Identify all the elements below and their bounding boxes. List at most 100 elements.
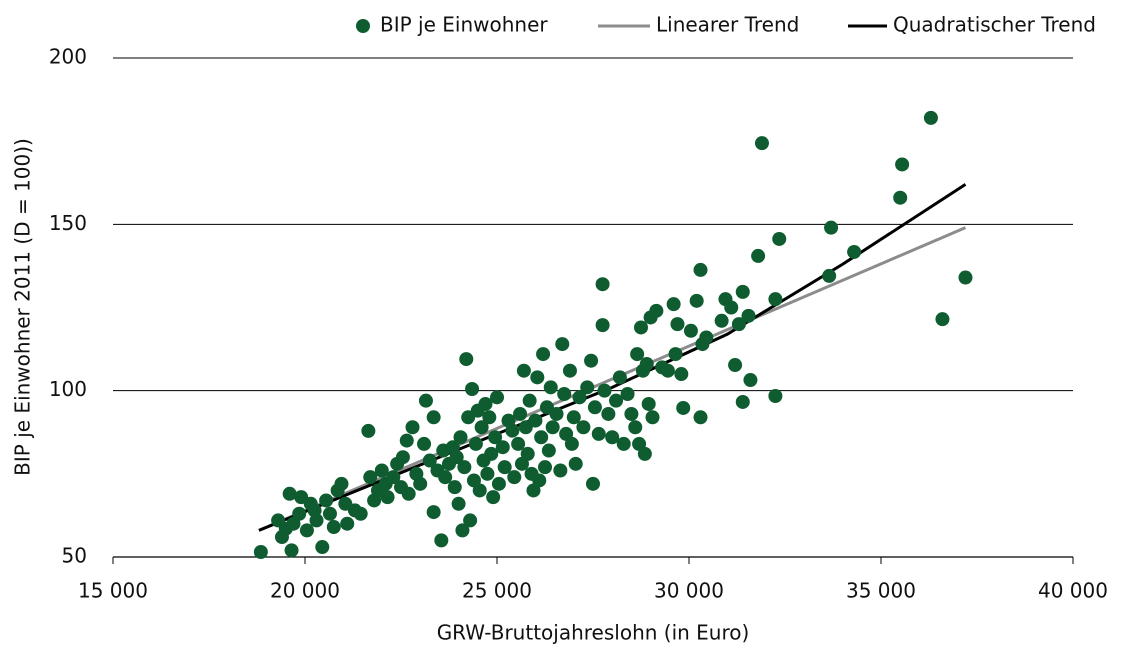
data-point <box>630 347 645 362</box>
data-point <box>893 190 908 205</box>
data-point <box>741 308 756 323</box>
data-point <box>326 520 341 535</box>
data-point <box>586 476 600 491</box>
data-point <box>438 470 453 485</box>
data-point <box>557 386 572 401</box>
data-point <box>292 506 307 521</box>
data-point <box>465 382 480 397</box>
data-point <box>735 394 750 409</box>
data-point <box>634 320 648 335</box>
data-point <box>649 303 664 318</box>
data-point <box>584 353 599 368</box>
data-point <box>545 420 560 435</box>
data-point <box>683 323 698 338</box>
data-point <box>488 430 503 445</box>
data-point <box>484 446 499 461</box>
data-point <box>624 406 639 421</box>
data-point <box>597 383 612 398</box>
data-point <box>426 410 441 425</box>
data-point <box>895 157 910 172</box>
data-point <box>530 370 545 385</box>
data-point <box>847 244 862 259</box>
data-point <box>353 506 368 521</box>
data-point <box>564 436 579 451</box>
data-point <box>497 460 512 475</box>
x-tick-label: 15 000 <box>78 579 148 603</box>
y-tick-label: 150 <box>49 211 87 235</box>
data-point <box>580 380 595 395</box>
data-point <box>591 426 606 441</box>
data-point <box>768 388 783 403</box>
data-point <box>637 446 652 461</box>
data-point <box>478 396 493 411</box>
data-point <box>417 436 432 451</box>
data-point <box>772 231 787 246</box>
data-point <box>401 486 416 501</box>
data-point <box>689 293 704 308</box>
data-point <box>562 363 577 378</box>
data-point <box>958 270 973 285</box>
data-point <box>491 476 506 491</box>
legend-marker <box>356 19 370 33</box>
data-point <box>566 410 581 425</box>
data-point <box>628 420 643 435</box>
data-point <box>282 486 297 501</box>
data-point <box>422 453 437 468</box>
data-point <box>507 470 522 485</box>
data-point <box>495 440 510 455</box>
data-point <box>513 406 528 421</box>
data-point <box>505 423 520 438</box>
data-point <box>822 268 837 283</box>
data-point <box>534 430 549 445</box>
data-point <box>309 513 324 528</box>
data-point <box>538 460 552 475</box>
data-point <box>609 393 624 408</box>
data-point <box>319 493 334 508</box>
data-point <box>399 433 414 448</box>
data-point <box>468 436 483 451</box>
data-point <box>284 543 299 558</box>
data-point <box>754 136 769 151</box>
data-point <box>824 220 839 235</box>
data-point <box>620 386 635 401</box>
y-tick-label: 50 <box>62 544 87 568</box>
x-tick-label: 20 000 <box>270 579 340 603</box>
data-point <box>386 470 401 485</box>
data-point <box>520 446 535 461</box>
data-point <box>490 390 504 405</box>
y-axis-title: BIP je Einwohner 2011 (D = 100)) <box>11 138 35 476</box>
data-point <box>453 430 468 445</box>
data-point <box>768 292 783 307</box>
data-point <box>480 466 495 481</box>
data-point <box>735 284 750 299</box>
data-point <box>541 443 556 458</box>
data-point <box>731 317 746 332</box>
legend-label: Quadratischer Trend <box>893 13 1096 37</box>
data-point <box>641 396 656 411</box>
data-point <box>418 393 433 408</box>
data-point <box>612 370 627 385</box>
data-point <box>595 277 610 292</box>
data-point <box>724 300 739 315</box>
x-tick-label: 30 000 <box>654 579 724 603</box>
data-point <box>361 423 376 438</box>
data-point <box>676 400 691 415</box>
data-point <box>380 490 395 505</box>
data-point <box>660 363 675 378</box>
data-point <box>601 406 616 421</box>
data-point <box>693 262 708 277</box>
data-point <box>743 373 758 388</box>
data-point <box>693 410 708 425</box>
data-point <box>511 436 526 451</box>
data-point <box>670 317 685 332</box>
trend-line <box>258 226 967 532</box>
data-point <box>532 473 547 488</box>
x-tick-label: 25 000 <box>462 579 532 603</box>
data-point <box>340 516 355 531</box>
data-point <box>595 318 610 333</box>
data-point <box>299 523 314 538</box>
data-point <box>459 352 474 367</box>
data-point <box>576 420 591 435</box>
data-point <box>455 523 470 538</box>
